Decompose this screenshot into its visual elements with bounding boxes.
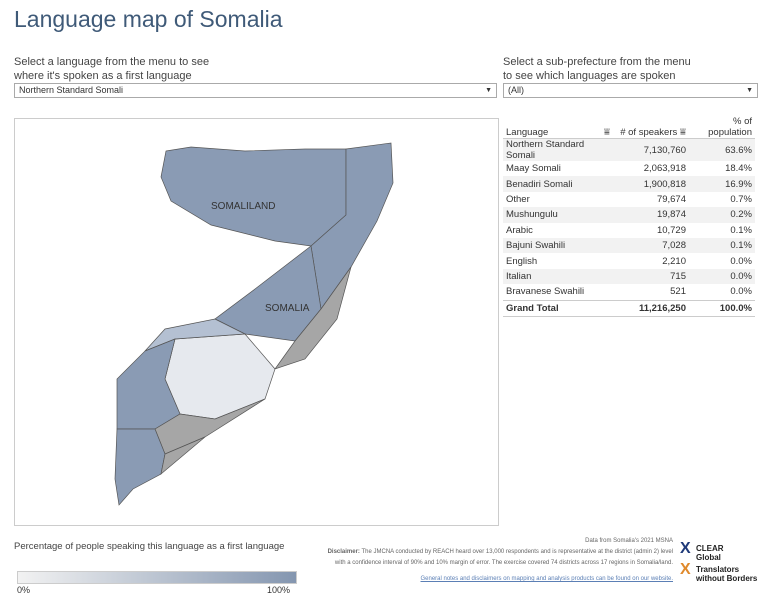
language-dropdown[interactable]: Northern Standard Somali ▼ [14,83,497,98]
table-row[interactable]: Maay Somali 2,063,918 18.4% [503,161,755,176]
table-row[interactable]: Benadiri Somali 1,900,818 16.9% [503,176,755,192]
cell-speakers: 521 [670,286,686,298]
cell-percent: 63.6% [689,138,755,161]
cell-speakers: 715 [613,268,689,285]
cell-speakers: 2,210 [662,255,686,267]
map-label-somalia: SOMALIA [265,303,310,314]
cell-language: Maay Somali [506,163,561,175]
table-row[interactable]: Arabic 10,729 0.1% [503,223,755,238]
disclaimer: Disclaimer: The JMCNA conducted by REACH… [213,547,673,558]
disclaimer-label: Disclaimer: [327,549,360,555]
logo-text: Global [696,553,721,562]
sort-icon[interactable]: ⩸ [603,127,610,138]
region-jubaland-gray[interactable] [160,436,206,475]
table-row[interactable]: Bravanese Swahili 521 0.0% [503,284,755,300]
dropdown-arrow-icon: ▼ [485,87,492,94]
twb-mark-icon: X [680,561,691,578]
cell-language: Italian [503,268,613,285]
cell-language: Other [506,193,530,205]
cell-percent: 0.7% [730,193,752,205]
cell-language: Northern Standard Somali [503,138,613,161]
logo-text: without Borders [696,574,758,583]
prompt-line: to see which languages are spoken [503,70,676,82]
cell-speakers: 2,063,918 [643,163,686,175]
cell-language: English [506,255,538,267]
cell-speakers: 19,874 [613,207,689,223]
cell-speakers: 1,900,818 [613,176,689,192]
language-filter-label: Select a language from the menu to see wh… [14,55,209,83]
grand-total-row: Grand Total 11,216,250 100.0% [503,299,755,317]
cell-percent: 0.2% [689,207,755,223]
dropdown-arrow-icon: ▼ [746,87,753,94]
header-percent[interactable]: % of population [689,108,755,139]
somalia-map[interactable]: SOMALILAND SOMALIA [14,118,499,526]
legend-gradient [17,571,297,584]
total-percent: 100.0% [689,299,755,317]
footer: Data from Somalia's 2021 MSNA Disclaimer… [213,536,673,585]
legend-min: 0% [17,585,31,595]
total-label: Grand Total [503,299,613,317]
region-somaliland[interactable] [160,146,347,247]
cell-percent: 0.0% [689,268,755,285]
cell-speakers: 79,674 [656,193,686,205]
table-row[interactable]: Mushungulu 19,874 0.2% [503,207,755,223]
region-jubaland[interactable] [114,428,166,506]
prompt-line: Select a language from the menu to see [14,56,210,68]
language-table: Language ⩸ # of speakers ⩸ % of populati… [503,108,755,317]
region-central-gray[interactable] [274,266,352,370]
logo-text: CLEAR [696,544,724,553]
cell-percent: 16.9% [689,176,755,192]
table-row[interactable]: English 2,210 0.0% [503,253,755,268]
disclaimer-text: with a confidence interval of 90% and 10… [334,560,673,566]
cell-language: Benadiri Somali [503,176,613,192]
cell-percent: 18.4% [725,163,752,175]
disclaimer-text: The JMCNA conducted by REACH heard over … [359,549,673,555]
cell-percent: 0.1% [689,237,755,254]
legend-title: Percentage of people speaking this langu… [14,541,285,552]
cell-percent: 0.0% [730,255,752,267]
header-speakers[interactable]: # of speakers ⩸ [613,108,689,139]
cell-speakers: 7,028 [613,237,689,254]
page-title: Language map of Somalia [14,6,283,32]
table-row[interactable]: Bajuni Swahili 7,028 0.1% [503,237,755,254]
prompt-line: where it's spoken as a first language [14,70,192,82]
legend-max: 100% [267,585,291,595]
data-source: Data from Somalia's 2021 MSNA [585,538,673,544]
cell-percent: 0.0% [730,286,752,298]
header-label: % of population [708,116,752,138]
prompt-line: Select a sub-prefecture from the menu [503,56,691,68]
region-south-light[interactable] [164,333,276,420]
table-row[interactable]: Northern Standard Somali 7,130,760 63.6% [503,138,755,161]
header-language[interactable]: Language ⩸ [503,108,613,139]
map-svg: SOMALILAND SOMALIA [114,142,394,506]
prefecture-filter-label: Select a sub-prefecture from the menu to … [503,55,691,83]
cell-language: Mushungulu [503,207,613,223]
logo-text: Translators [696,565,740,574]
dropdown-value: (All) [508,85,524,95]
sort-icon[interactable]: ⩸ [679,127,686,138]
table-row[interactable]: Other 79,674 0.7% [503,192,755,207]
table-row[interactable]: Italian 715 0.0% [503,268,755,285]
header-label: Language [506,127,549,138]
cell-language: Bravanese Swahili [506,286,585,298]
total-speakers: 11,216,250 [613,299,689,317]
cell-language: Arabic [506,224,533,236]
prefecture-dropdown[interactable]: (All) ▼ [503,83,758,98]
twb-logo[interactable]: X Translators without Borders [680,561,758,584]
cell-speakers: 10,729 [656,224,686,236]
clear-global-logo[interactable]: X CLEAR Global [680,540,724,563]
map-label-somaliland: SOMALILAND [211,201,275,212]
header-label: # of speakers [620,127,678,138]
cell-percent: 0.1% [730,224,752,236]
table-header: Language ⩸ # of speakers ⩸ % of populati… [503,108,755,139]
cell-language: Bajuni Swahili [503,237,613,254]
cell-speakers: 7,130,760 [613,138,689,161]
website-link[interactable]: General notes and disclaimers on mapping… [420,576,674,582]
clear-global-mark-icon: X [680,540,691,557]
dropdown-value: Northern Standard Somali [19,85,124,95]
